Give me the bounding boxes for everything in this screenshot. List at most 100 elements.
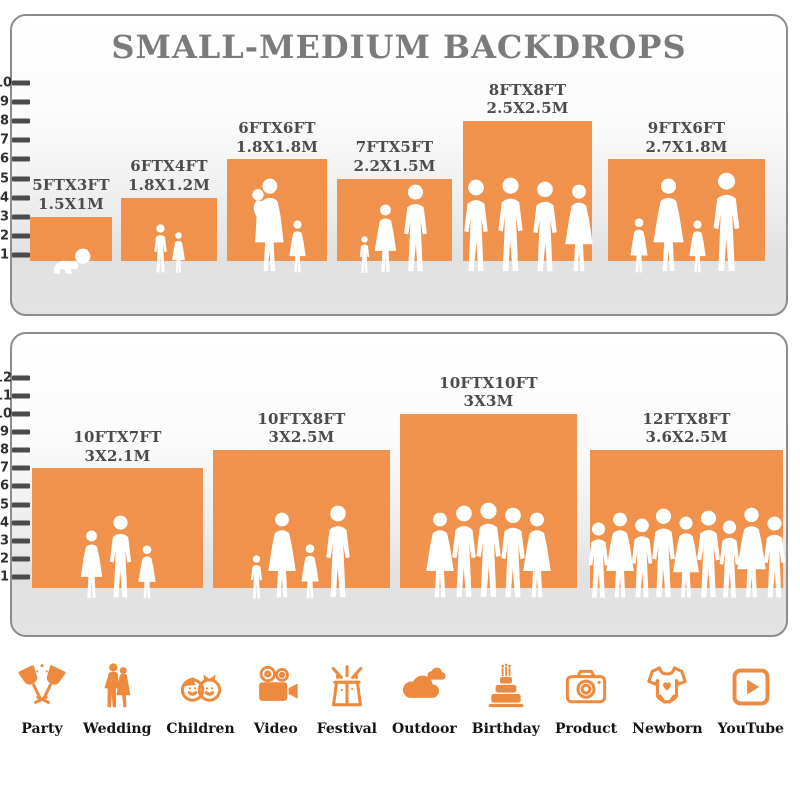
woman-holding-baby-silhouette — [248, 178, 286, 274]
category-label: Outdoor — [392, 721, 457, 737]
category-youtube: YouTube — [718, 658, 784, 736]
ruler-tick-9: 9 — [0, 96, 30, 109]
backdrop-bar-8ftx8ft: 8FTX8FT 2.5X2.5M — [463, 81, 593, 272]
backdrop-bar-5ftx3ft: 5FTX3FT 1.5X1M — [30, 176, 112, 274]
ruler-tick-mark — [12, 520, 30, 526]
size-m-label: 2.2X1.5M — [353, 156, 436, 175]
woman-silhouette — [651, 178, 686, 274]
ruler-tick-label: 8 — [0, 442, 9, 458]
people-silhouettes — [588, 507, 785, 600]
size-ft-label: 10FTX10FT — [439, 373, 538, 392]
backdrop-bar-12ftx8ft: 12FTX8FT 3.6X2.5M — [588, 410, 785, 598]
ruler-tick-4: 4 — [0, 516, 30, 529]
woman-silhouette — [563, 184, 595, 274]
man-silhouette — [529, 181, 561, 274]
backdrop-size-label: 6FTX6FT 1.8X1.8M — [236, 119, 318, 157]
size-ft-label: 5FTX3FT — [32, 176, 110, 195]
category-label: Party — [21, 721, 63, 737]
size-m-label: 1.8X1.2M — [127, 175, 211, 194]
people-silhouettes — [227, 178, 327, 274]
ruler-tick-label: 7 — [0, 132, 9, 148]
crawling-baby-silhouette — [51, 248, 91, 274]
category-label: YouTube — [717, 721, 784, 737]
woman-silhouette — [521, 512, 553, 600]
category-label: Festival — [316, 721, 377, 737]
ruler-tick-6: 6 — [0, 153, 30, 166]
category-party: Party — [16, 658, 68, 736]
ruler-tick-label: 3 — [0, 533, 9, 549]
size-m-label: 3.6X2.5M — [645, 428, 728, 447]
woman-silhouette — [373, 204, 398, 274]
size-ft-label: 6FTX4FT — [130, 157, 208, 176]
ruler-tick-3: 3 — [0, 210, 30, 223]
size-ft-label: 9FTX6FT — [647, 118, 726, 137]
ruler-tick-label: 6 — [0, 151, 9, 167]
category-label: Product — [554, 721, 618, 737]
ruler-tick-7: 7 — [0, 134, 30, 147]
girl-silhouette — [688, 220, 707, 274]
man-silhouette — [716, 520, 743, 600]
man-silhouette — [400, 184, 431, 274]
size-ft-label: 10FTX7FT — [73, 427, 162, 446]
size-ft-label: 10FTX8FT — [257, 409, 346, 428]
people-silhouettes — [608, 172, 765, 274]
small-medium-backdrops-panel: SMALL-MEDIUM BACKDROPS 1 2 3 4 5 6 7 8 9 10 5FTX3… — [0, 14, 788, 316]
girl-silhouette — [288, 220, 307, 274]
ruler-tick-1: 1 — [0, 248, 30, 261]
backdrop-bar-10ftx8ft: 10FTX8FT 3X2.5M — [213, 410, 390, 599]
ruler-tick-9: 9 — [0, 426, 30, 439]
ruler-tick-mark — [12, 447, 30, 453]
backdrop-size-label: 6FTX4FT 1.8X1.2M — [128, 157, 210, 195]
ruler-tick-10: 10 — [0, 408, 30, 421]
size-m-label: 3X3M — [463, 392, 514, 411]
outdoor-icon — [398, 658, 450, 716]
man-silhouette — [648, 508, 679, 600]
size-m-label: 2.5X2.5M — [486, 99, 569, 118]
girl-silhouette — [137, 545, 157, 600]
ruler-tick-mark — [12, 411, 30, 417]
boy-silhouette — [152, 224, 169, 274]
backdrop-size-label: 8FTX8FT 2.5X2.5M — [486, 81, 568, 119]
ruler-tick-11: 11 — [0, 389, 30, 402]
ruler-tick-label: 10 — [0, 406, 13, 422]
people-silhouettes — [213, 505, 390, 600]
ruler-tick-8: 8 — [0, 444, 30, 457]
category-product: Product — [555, 658, 617, 736]
people-silhouettes — [30, 248, 112, 274]
size-ft-label: 7FTX5FT — [355, 138, 434, 156]
newborn-icon — [641, 658, 693, 716]
toddler-silhouette — [249, 555, 264, 600]
backdrop-size-label: 10FTX10FT 3X3M — [439, 374, 538, 412]
ruler-tick-mark — [12, 80, 30, 86]
size-m-label: 3X2.1M — [84, 446, 151, 465]
category-video: Video — [250, 658, 302, 736]
ruler-tick-2: 2 — [0, 229, 30, 242]
ruler-tick-label: 1 — [0, 569, 9, 585]
ruler-tick-label: 4 — [0, 190, 9, 206]
man-silhouette — [106, 515, 135, 600]
man-silhouette — [472, 502, 505, 600]
backdrop-size-label: 7FTX5FT 2.2X1.5M — [353, 138, 435, 176]
woman-silhouette — [79, 530, 104, 600]
people-silhouettes — [32, 515, 203, 600]
ruler-tick-label: 2 — [0, 551, 9, 567]
medium-backdrops-panel: 123456789101112 10FTX7FT3X2.1M10FTX8FT3X… — [0, 332, 788, 637]
backdrop-bar-6ftx6ft: 6FTX6FT 1.8X1.8M — [227, 119, 327, 273]
ruler-tick-mark — [12, 375, 30, 381]
size-m-label: 1.5X1M — [38, 194, 104, 213]
backdrop-bar-7ftx5ft: 7FTX5FT 2.2X1.5M — [337, 138, 452, 273]
ruler-tick-mark — [12, 393, 30, 399]
birthday-icon — [480, 658, 532, 716]
ruler-tick-mark — [12, 233, 30, 239]
ruler-tick-mark — [12, 483, 30, 489]
man-silhouette — [693, 510, 724, 600]
ruler-tick-label: 11 — [0, 388, 13, 404]
size-ft-label: 6FTX6FT — [238, 118, 316, 137]
ruler-tick-mark — [12, 429, 30, 435]
backdrop-size-label: 10FTX8FT 3X2.5M — [257, 410, 345, 448]
category-festival: Festival — [317, 658, 377, 736]
ruler-tick-7: 7 — [0, 462, 30, 475]
woman-silhouette — [424, 512, 456, 600]
youtube-icon — [725, 658, 777, 716]
toddler-silhouette — [358, 236, 371, 274]
